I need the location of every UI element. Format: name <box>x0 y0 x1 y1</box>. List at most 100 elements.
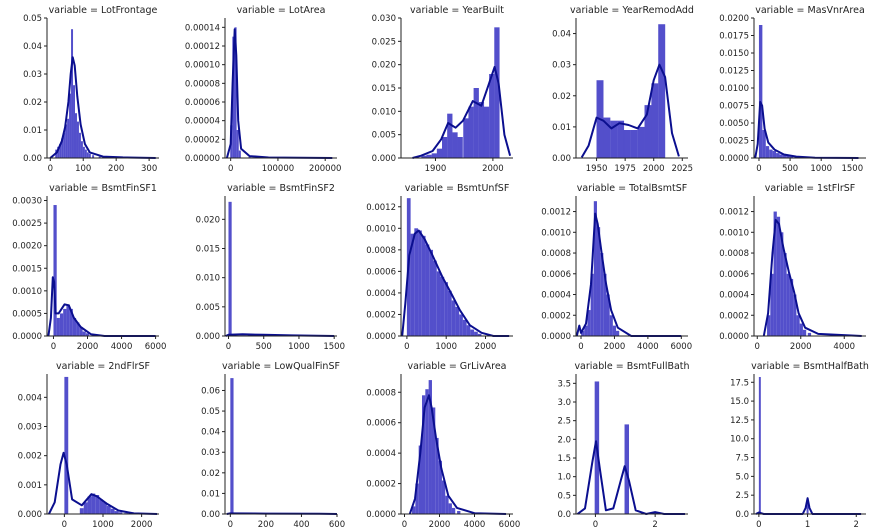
histogram-bar <box>483 106 490 158</box>
y-tick-label: 0.03 <box>552 61 571 71</box>
x-tick-label: 2000 <box>604 342 626 352</box>
facet-panel: variable = LotArea 0.00000 0.00002 0.00004 0… <box>185 5 342 174</box>
facet-title: variable = LotArea <box>237 5 326 16</box>
y-tick-label: 17.5 <box>730 378 749 388</box>
x-tick-label: 4000 <box>637 342 659 352</box>
histogram-bar <box>776 216 781 336</box>
histogram-bar <box>466 325 471 336</box>
histogram-bar <box>64 376 69 514</box>
histogram-bar <box>433 260 437 336</box>
x-tick-label: 1000 <box>435 342 457 352</box>
facet-title: variable = BsmtHalfBath <box>751 361 869 372</box>
histogram-bar <box>59 144 62 158</box>
facet-panel: variable = 1stFlrSF 0.0000 0.0002 0.0004 0.0… <box>719 183 866 352</box>
x-tick-label: 200 <box>258 520 274 530</box>
y-tick-label: 0.03 <box>201 448 220 458</box>
x-tick-label: 1000 <box>92 520 114 530</box>
x-tick-label: 0 <box>593 520 598 530</box>
y-tick-label: 0.00 <box>552 154 571 164</box>
histogram-bar <box>425 389 429 514</box>
histogram-bar <box>802 329 807 336</box>
histogram-bar <box>87 496 92 514</box>
histogram-bar <box>600 253 604 336</box>
histogram-bar <box>99 499 103 514</box>
facet-panel: variable = YearBuilt 0.000 0.005 0.010 0.015… <box>372 5 513 174</box>
facet-title: variable = 2ndFlrSF <box>56 361 150 372</box>
histogram-bar <box>617 120 625 158</box>
y-tick-label: 0.04 <box>201 428 220 438</box>
facet-title: variable = GrLivArea <box>407 361 506 372</box>
y-tick-label: 0.06 <box>201 386 220 396</box>
x-tick-label: 4000 <box>111 342 133 352</box>
histogram-bar <box>789 156 794 158</box>
y-tick-label: 0.0025 <box>12 219 42 229</box>
histogram-bar <box>85 333 90 336</box>
x-tick-label: 2 <box>652 520 657 530</box>
y-tick-label: 0.00002 <box>185 135 220 145</box>
histogram-bar <box>782 155 787 158</box>
facet-panel: variable = BsmtUnfSF 0.0000 0.0002 0.0004 0.… <box>366 183 513 352</box>
y-tick-label: 2.0 <box>557 435 571 445</box>
y-tick-label: 0.05 <box>201 407 220 417</box>
histogram-bar <box>426 154 432 158</box>
y-tick-label: 0.025 <box>372 37 396 47</box>
histogram-bar <box>769 149 773 158</box>
histogram-bar <box>772 151 777 158</box>
y-tick-label: 0.01 <box>23 126 42 136</box>
y-tick-label: 0.000 <box>18 510 42 520</box>
x-tick-label: 2000 <box>482 164 504 174</box>
kde-line <box>49 56 156 159</box>
histogram-bar <box>63 132 66 158</box>
y-tick-label: 0.0006 <box>719 270 749 280</box>
x-tick-label: 0 <box>48 164 53 174</box>
histogram-bar <box>457 510 461 514</box>
y-tick-label: 0.02 <box>23 98 42 108</box>
y-tick-label: 0.00008 <box>185 79 220 89</box>
histogram-bar <box>63 308 67 336</box>
histogram-bar <box>431 153 437 158</box>
histogram-bar <box>445 495 449 514</box>
y-tick-label: 0.00006 <box>185 98 220 108</box>
histogram-bar <box>596 227 601 336</box>
y-tick-label: 0.0008 <box>719 249 749 259</box>
x-tick-label: 2000 <box>131 520 153 530</box>
x-tick-label: 1900 <box>425 164 447 174</box>
histogram-bar <box>758 25 763 158</box>
x-tick-label: 0 <box>228 164 233 174</box>
y-tick-label: 0.0000 <box>366 510 396 520</box>
y-tick-label: 0.0002 <box>366 480 396 490</box>
histogram-bar <box>474 331 478 336</box>
histogram-bar <box>612 325 617 336</box>
y-tick-label: 5.0 <box>735 472 749 482</box>
kde-line <box>575 212 682 337</box>
histogram-bar <box>807 332 812 336</box>
y-tick-label: 0.04 <box>552 30 571 40</box>
x-tick-label: 0 <box>755 342 760 352</box>
histogram-bar <box>468 106 474 158</box>
histogram-bar <box>606 294 610 336</box>
y-tick-label: 0.01 <box>552 123 571 133</box>
y-tick-label: 0.0200 <box>719 14 749 24</box>
histogram-bar <box>462 319 467 336</box>
kde-line <box>754 101 859 159</box>
histogram-bar <box>616 330 620 336</box>
y-tick-label: 0.000 <box>196 332 220 342</box>
histogram-bar <box>103 502 107 514</box>
y-tick-label: 0.004 <box>18 393 42 403</box>
histogram-bar <box>448 503 452 514</box>
y-tick-label: 1.0 <box>557 473 571 483</box>
y-tick-label: 15.0 <box>730 397 749 407</box>
kde-line <box>412 66 512 159</box>
kde-line <box>225 28 333 159</box>
y-tick-label: 0.0004 <box>366 449 396 459</box>
x-tick-label: 0 <box>578 342 583 352</box>
x-tick-label: 2025 <box>671 164 693 174</box>
histogram-bar <box>436 271 441 336</box>
x-tick-label: 300 <box>141 164 157 174</box>
histogram-bar <box>442 137 448 158</box>
histogram-bar <box>435 437 439 514</box>
y-tick-label: 0.00012 <box>185 42 220 52</box>
y-tick-label: 0.000 <box>372 154 396 164</box>
y-tick-label: 0.04 <box>23 42 42 52</box>
y-tick-label: 0.0010 <box>541 228 571 238</box>
